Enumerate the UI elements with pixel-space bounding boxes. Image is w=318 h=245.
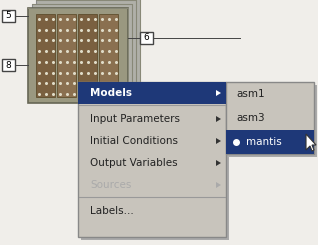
Text: Labels...: Labels... (90, 206, 134, 216)
Bar (28, 8, 128, 103)
Bar (229, 85, 317, 157)
Text: Initial Conditions: Initial Conditions (90, 136, 178, 146)
Bar (2, 10, 15, 22)
Text: Models: Models (90, 88, 132, 98)
Bar (99, 14, 118, 97)
Polygon shape (216, 90, 221, 96)
Bar (36, 0, 136, 95)
Polygon shape (306, 134, 316, 151)
Bar (78, 82, 226, 237)
Bar (32, 4, 132, 99)
Bar (78, 82, 226, 104)
Bar (57, 14, 76, 97)
Text: Output Variables: Output Variables (90, 158, 178, 168)
Text: 8: 8 (5, 61, 11, 70)
Bar (36, 14, 55, 97)
Bar (81, 85, 229, 240)
Text: Input Parameters: Input Parameters (90, 114, 180, 124)
Text: asm3: asm3 (236, 113, 265, 123)
Bar (2, 59, 15, 71)
Text: 5: 5 (5, 12, 11, 21)
Polygon shape (216, 160, 221, 166)
Bar (226, 82, 314, 154)
Bar (78, 14, 97, 97)
Text: 6: 6 (143, 34, 149, 42)
Polygon shape (216, 138, 221, 144)
Text: Sources: Sources (90, 180, 131, 190)
Polygon shape (216, 116, 221, 122)
Bar (226, 130, 314, 154)
Text: asm1: asm1 (236, 89, 265, 99)
Bar (40, 0, 140, 91)
Bar (140, 32, 153, 44)
Polygon shape (216, 182, 221, 188)
Text: mantis: mantis (246, 137, 282, 147)
